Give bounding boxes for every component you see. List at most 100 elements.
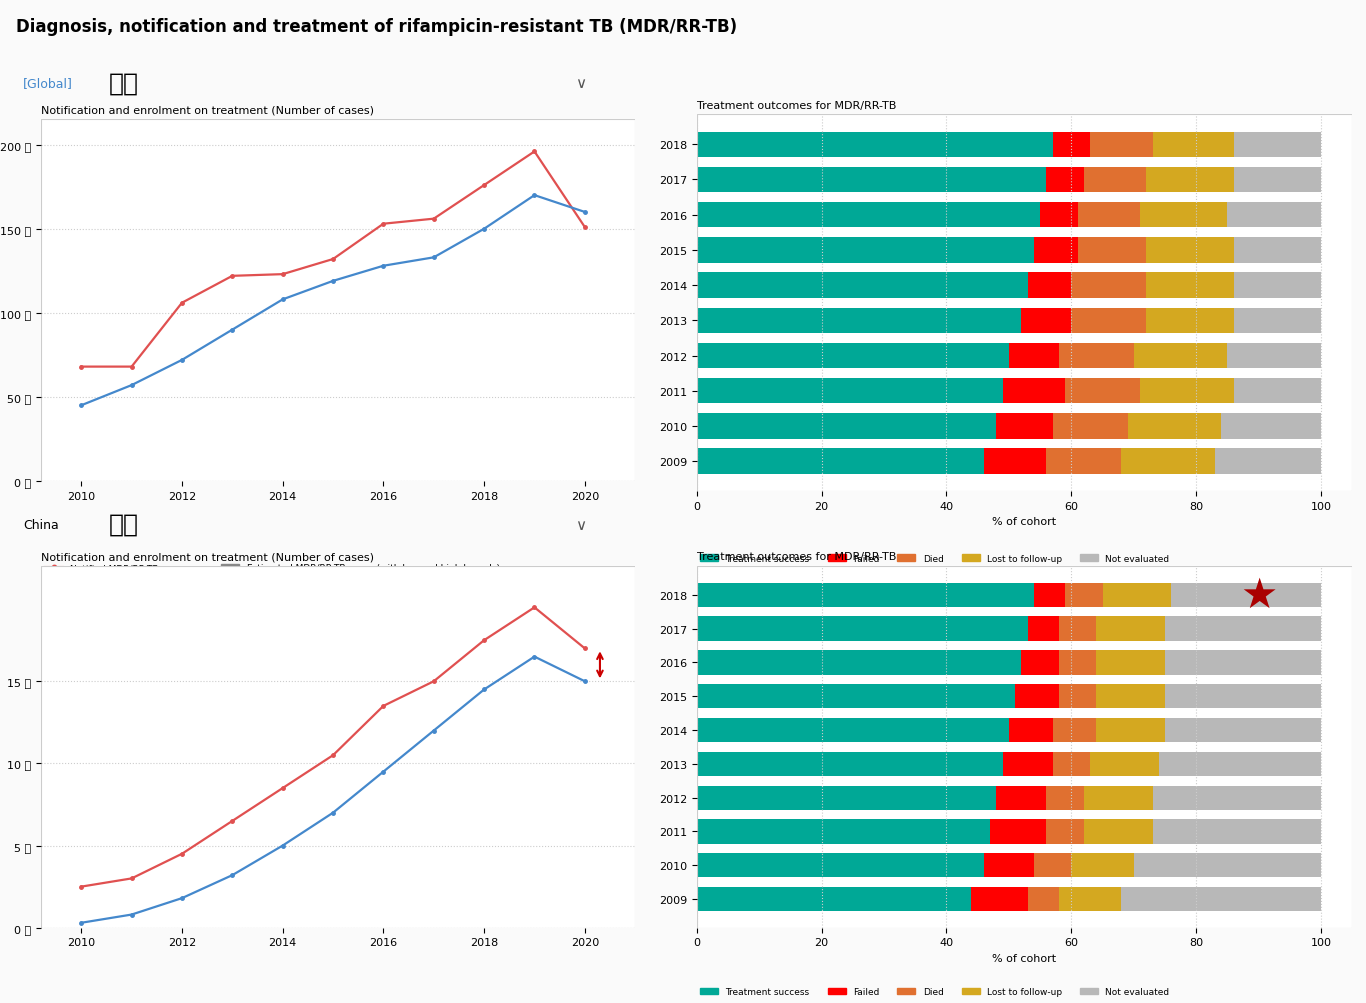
Bar xyxy=(1059,651,1097,675)
Bar xyxy=(1146,168,1233,193)
Bar xyxy=(1078,203,1141,228)
Bar xyxy=(1053,414,1127,439)
Bar xyxy=(984,854,1034,878)
Bar xyxy=(996,414,1053,439)
Bar xyxy=(1015,684,1059,709)
Bar xyxy=(1233,238,1321,264)
Bar xyxy=(1233,273,1321,299)
Text: China: China xyxy=(23,519,59,531)
Bar xyxy=(1153,819,1321,844)
Text: [Global]: [Global] xyxy=(23,77,72,89)
Bar xyxy=(1228,343,1321,369)
Bar xyxy=(1059,617,1097,641)
Bar xyxy=(697,887,971,912)
Bar xyxy=(1046,168,1083,193)
Bar xyxy=(697,718,1009,742)
Bar xyxy=(697,617,1027,641)
Bar xyxy=(697,651,1022,675)
Bar xyxy=(697,819,990,844)
Bar xyxy=(697,203,1040,228)
Bar xyxy=(1165,718,1321,742)
Bar xyxy=(1009,718,1053,742)
Bar xyxy=(697,168,1046,193)
Bar xyxy=(1146,308,1233,334)
Bar xyxy=(1065,583,1102,608)
Bar xyxy=(697,684,1015,709)
Bar xyxy=(1046,785,1083,810)
Text: ∨: ∨ xyxy=(575,76,586,90)
Bar xyxy=(1097,684,1165,709)
Bar xyxy=(1027,617,1059,641)
Bar xyxy=(1071,308,1146,334)
Bar xyxy=(1053,752,1090,776)
X-axis label: % of cohort: % of cohort xyxy=(993,953,1056,963)
Bar xyxy=(697,752,1003,776)
Bar xyxy=(697,308,1022,334)
Bar xyxy=(996,785,1046,810)
Bar xyxy=(1003,379,1065,404)
Bar xyxy=(1046,449,1121,474)
Bar xyxy=(1233,168,1321,193)
Legend: Treatment success, Failed, Died, Lost to follow-up, Not evaluated: Treatment success, Failed, Died, Lost to… xyxy=(697,984,1173,1000)
Bar xyxy=(1071,854,1134,878)
Bar xyxy=(1233,132,1321,157)
Bar xyxy=(1059,684,1097,709)
Bar xyxy=(1083,785,1153,810)
Bar xyxy=(1233,308,1321,334)
Bar xyxy=(697,854,984,878)
Legend: Notified MDR/RR-TB, Started on MDR-TB treatment, Estimated MDR/RR-TB cases (with: Notified MDR/RR-TB, Started on MDR-TB tr… xyxy=(41,560,503,590)
Bar xyxy=(1134,343,1228,369)
Bar xyxy=(1171,583,1321,608)
Bar xyxy=(1034,854,1071,878)
Bar xyxy=(1009,343,1059,369)
Bar xyxy=(1059,887,1121,912)
Text: ★: ★ xyxy=(1240,575,1277,616)
Bar xyxy=(697,379,1003,404)
Text: 中国: 中国 xyxy=(108,513,138,537)
Bar xyxy=(1146,273,1233,299)
Bar xyxy=(1158,752,1321,776)
Bar xyxy=(697,343,1009,369)
Text: Notification and enrolment on treatment (Number of cases): Notification and enrolment on treatment … xyxy=(41,552,374,562)
Bar xyxy=(1228,203,1321,228)
Bar xyxy=(1097,718,1165,742)
Bar xyxy=(1059,343,1134,369)
Bar xyxy=(1127,414,1221,439)
Bar xyxy=(1003,752,1053,776)
Bar xyxy=(1153,132,1233,157)
Bar xyxy=(1090,132,1153,157)
Bar xyxy=(1022,308,1071,334)
Bar xyxy=(697,238,1034,264)
Bar xyxy=(1121,449,1214,474)
Bar xyxy=(1153,785,1321,810)
Bar xyxy=(984,449,1046,474)
Bar xyxy=(697,273,1027,299)
Bar xyxy=(1053,718,1097,742)
Bar xyxy=(697,583,1034,608)
X-axis label: % of cohort: % of cohort xyxy=(993,517,1056,527)
Bar xyxy=(1165,684,1321,709)
Bar xyxy=(697,785,996,810)
Bar xyxy=(1102,583,1171,608)
Bar xyxy=(1034,238,1078,264)
Bar xyxy=(971,887,1027,912)
Text: 全球: 全球 xyxy=(108,71,138,95)
Text: Notification and enrolment on treatment (Number of cases): Notification and enrolment on treatment … xyxy=(41,105,374,115)
Bar xyxy=(1034,583,1065,608)
Bar xyxy=(1027,887,1059,912)
Text: ∨: ∨ xyxy=(575,518,586,532)
Bar xyxy=(1040,203,1078,228)
Bar xyxy=(1141,379,1233,404)
Bar xyxy=(1165,617,1321,641)
Bar xyxy=(1233,379,1321,404)
Bar xyxy=(1083,819,1153,844)
Legend: Treatment success, Failed, Died, Lost to follow-up, Not evaluated: Treatment success, Failed, Died, Lost to… xyxy=(697,551,1173,567)
Text: Diagnosis, notification and treatment of rifampicin-resistant TB (MDR/RR-TB): Diagnosis, notification and treatment of… xyxy=(16,18,738,36)
Bar xyxy=(1071,273,1146,299)
Bar xyxy=(1214,449,1321,474)
Bar xyxy=(697,132,1053,157)
Bar xyxy=(1097,617,1165,641)
Bar xyxy=(1027,273,1071,299)
Bar xyxy=(1165,651,1321,675)
Bar xyxy=(1065,379,1141,404)
